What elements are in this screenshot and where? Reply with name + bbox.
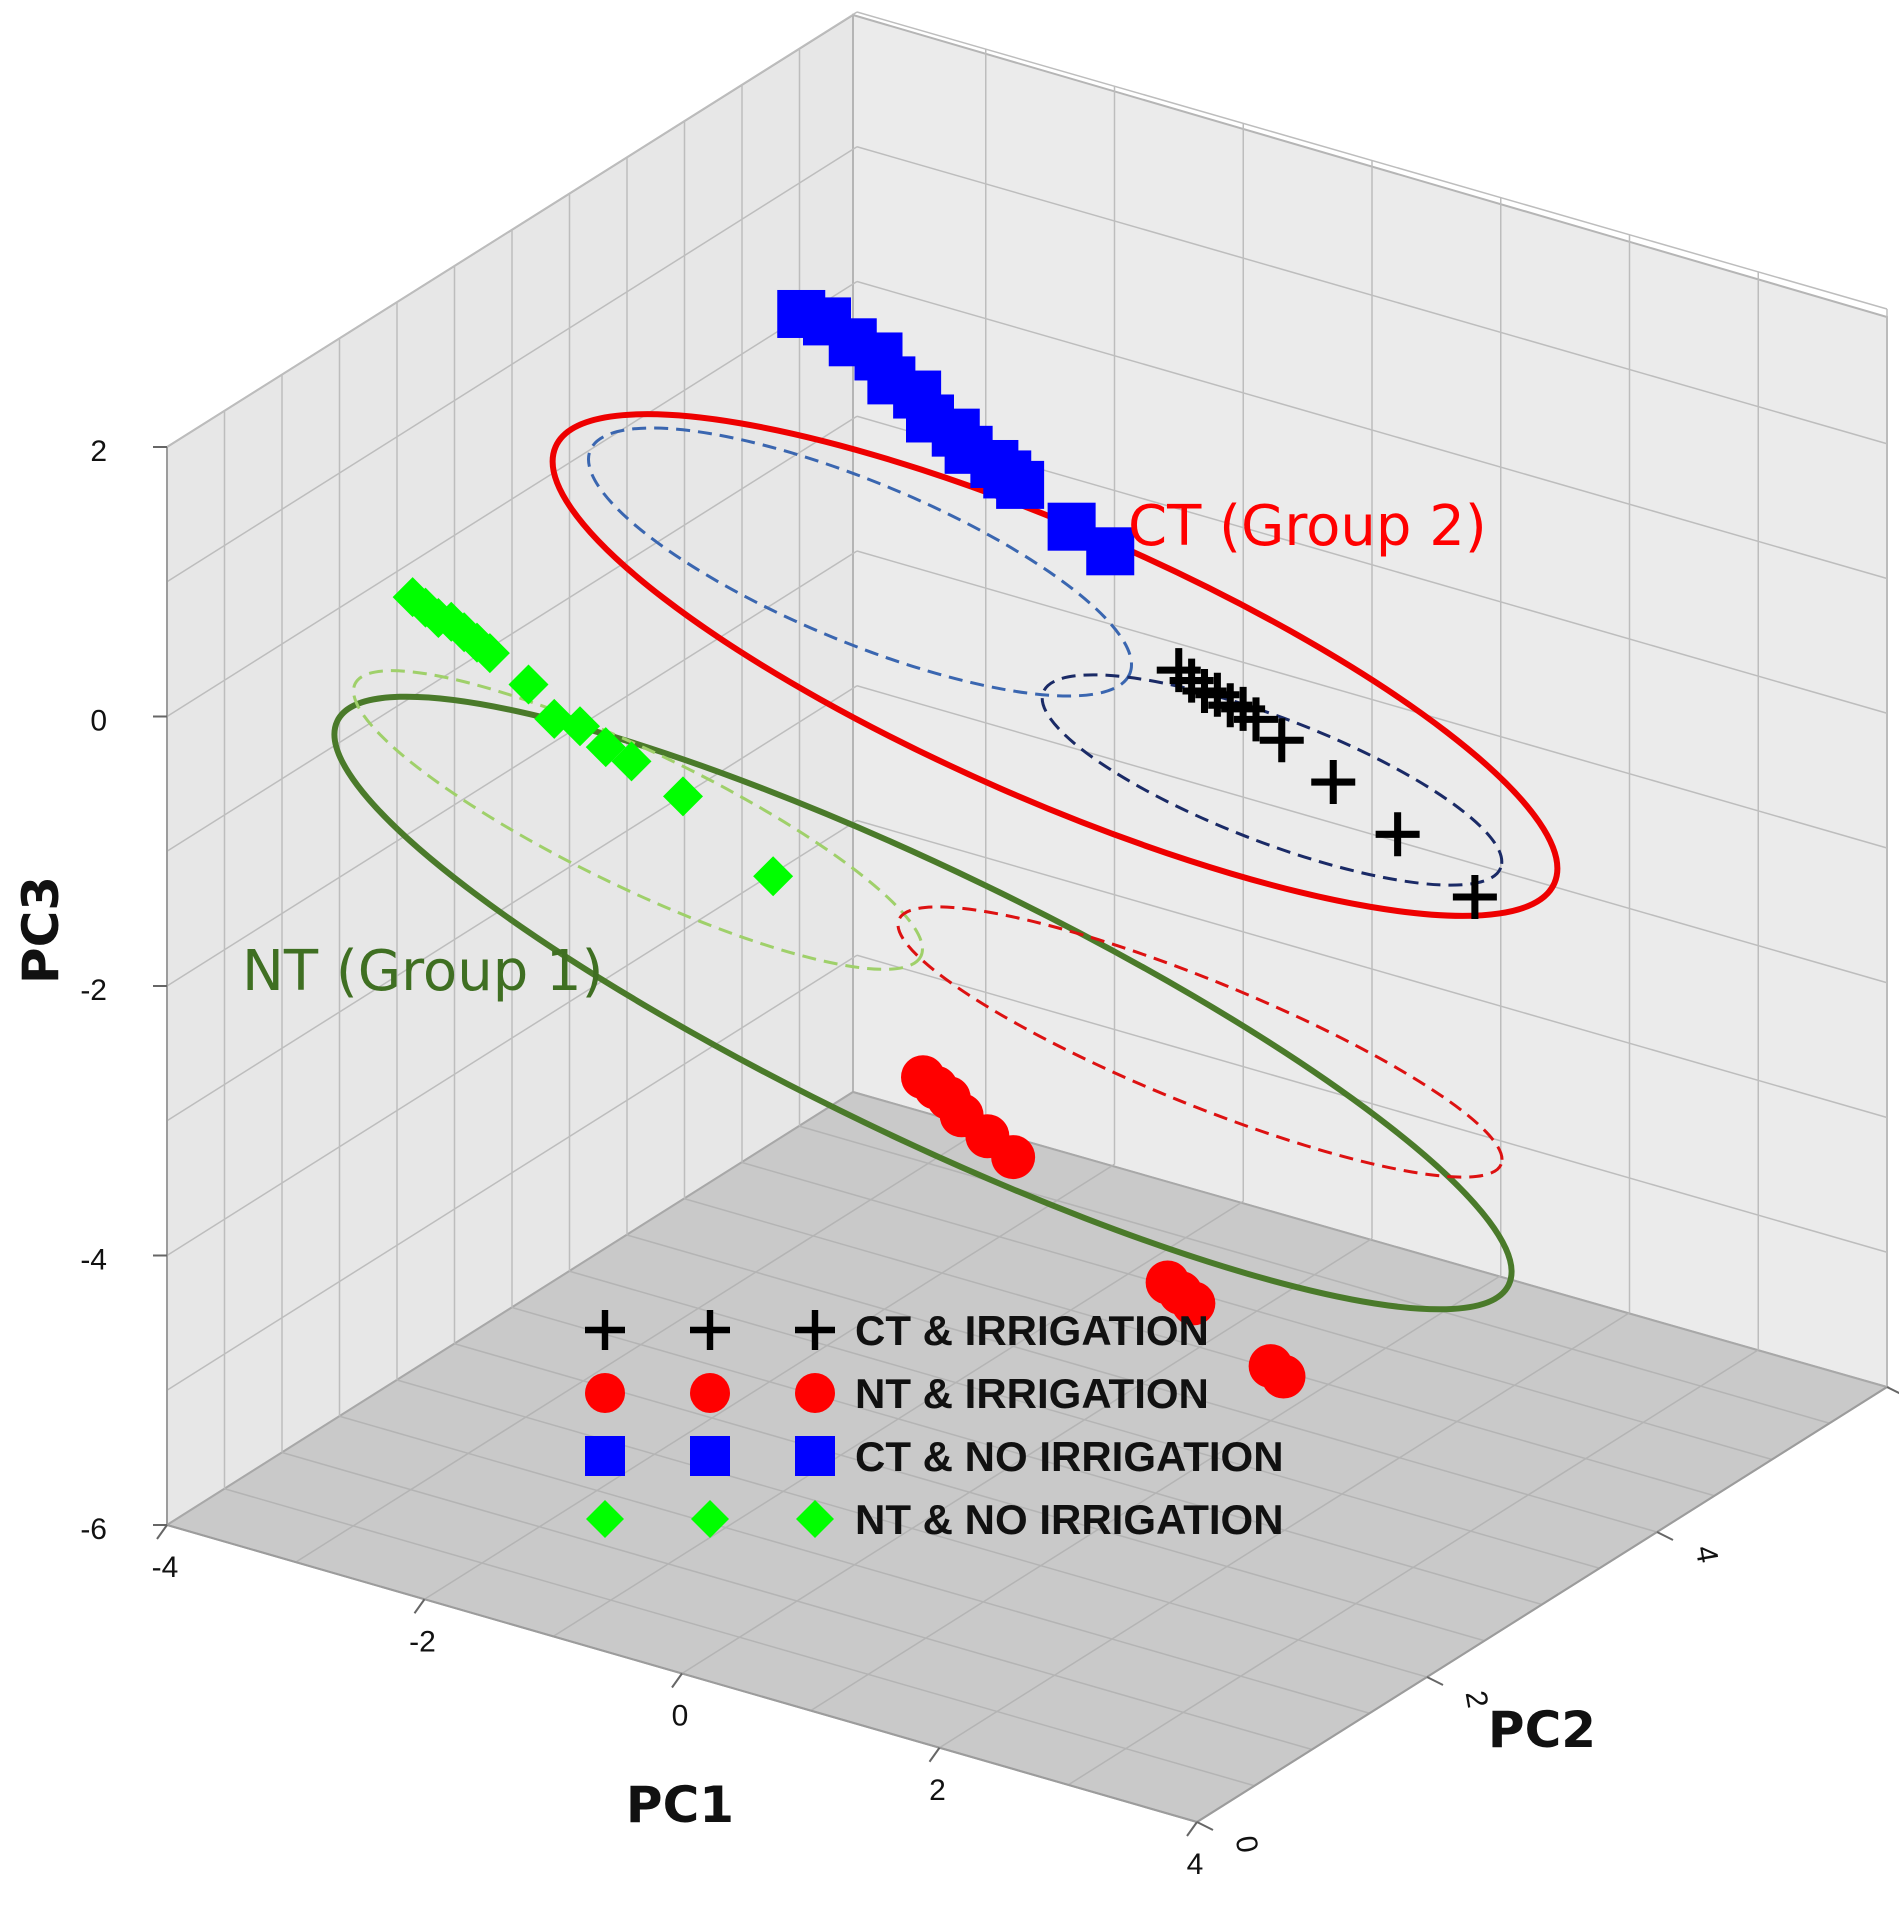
pc1-tick-label: 4: [1187, 1848, 1204, 1881]
legend-marker: [795, 1310, 835, 1350]
data-point: [1156, 648, 1201, 693]
nt-group-ellipse: [331, 693, 1515, 1313]
series-nt-irrigation: [901, 1055, 1306, 1399]
grid-line: [681, 1237, 1373, 1675]
ct-group-label: CT (Group 2): [1128, 494, 1487, 559]
pc1-tick-label: -4: [152, 1551, 179, 1584]
axis-ticks: -6-4-202-4-20240246: [80, 435, 1899, 1881]
data-point: [1182, 669, 1227, 714]
legend-marker: [585, 1373, 625, 1413]
legend-marker: [795, 1373, 835, 1413]
legend-marker: [691, 1500, 729, 1538]
ct-no-irrigation-ellipse: [586, 426, 1134, 698]
data-point: [1259, 718, 1304, 763]
data-point: [1375, 812, 1420, 857]
pc1-tick-mark: [671, 1672, 683, 1689]
data-point: [560, 706, 600, 747]
grid-line: [810, 1274, 1502, 1712]
data-point: [1221, 686, 1266, 731]
pc3-tick-label: 0: [90, 705, 107, 738]
pc1-tick-label: 0: [672, 1700, 689, 1733]
pc2-tick-mark: [1196, 1821, 1214, 1831]
data-point: [1171, 1281, 1216, 1326]
pc1-tick-label: -2: [409, 1625, 436, 1658]
legend: CT & IRRIGATION NT & IRRIGATION CT & NO …: [585, 1307, 1284, 1543]
pc1-tick-mark: [413, 1598, 426, 1614]
legend-label-nt-no-irrigation: NT & NO IRRIGATION: [855, 1496, 1284, 1543]
data-points: [392, 289, 1497, 1399]
data-point: [508, 664, 549, 705]
pc3-tick-label: 2: [90, 435, 107, 468]
data-point: [611, 741, 652, 782]
legend-label-ct-irrigation: CT & IRRIGATION: [855, 1307, 1209, 1354]
pc3-axis-label: PC3: [12, 876, 70, 984]
data-point: [996, 460, 1045, 509]
legend-marker: [690, 1310, 730, 1350]
data-point: [1234, 697, 1278, 742]
ct-irrigation-ellipse: [1040, 673, 1504, 887]
grid-lines: [166, 11, 1888, 1823]
nt-no-irrigation-ellipse: [352, 669, 924, 971]
data-point: [753, 856, 794, 897]
legend-marker: [690, 1373, 730, 1413]
pc1-tick-label: 2: [929, 1774, 946, 1807]
pc2-tick-mark: [1426, 1676, 1444, 1686]
pc3-tick-label: -2: [80, 974, 107, 1007]
grid-line: [1067, 1349, 1759, 1786]
legend-label-nt-irrigation: NT & IRRIGATION: [855, 1370, 1209, 1417]
grid-line: [552, 1200, 1244, 1638]
legend-marker: [585, 1436, 625, 1476]
data-point: [1261, 1354, 1306, 1399]
pc2-tick-label: 4: [1689, 1543, 1724, 1565]
legend-marker: [690, 1436, 730, 1476]
series-ct-no-irrigation: [777, 289, 1135, 576]
pc2-tick-mark: [1886, 1386, 1899, 1395]
legend-label-ct-no-irrigation: CT & NO IRRIGATION: [855, 1433, 1284, 1480]
pc1-axis-label: PC1: [626, 1776, 734, 1834]
data-point: [991, 1135, 1036, 1180]
data-point: [1208, 683, 1253, 728]
pc3-tick-label: -4: [80, 1244, 107, 1277]
pc2-tick-mark: [1656, 1531, 1674, 1541]
pc2-tick-label: 0: [1229, 1833, 1264, 1855]
nt-group-label: NT (Group 1): [242, 939, 604, 1004]
data-point: [469, 633, 510, 674]
pc1-tick-mark: [156, 1524, 168, 1540]
data-point: [1195, 672, 1240, 717]
grid-line: [295, 1126, 987, 1563]
data-point: [663, 776, 703, 817]
grid-line: [424, 1163, 1115, 1600]
legend-marker: [795, 1436, 835, 1476]
data-point: [1452, 875, 1497, 919]
pc2-tick-label: 2: [1459, 1688, 1494, 1710]
grid-line: [939, 1312, 1630, 1749]
legend-marker: [586, 1500, 624, 1538]
pc1-tick-mark: [928, 1747, 941, 1763]
series-nt-no-irrigation: [392, 577, 794, 897]
pc1-tick-mark: [1186, 1821, 1198, 1837]
data-point: [1086, 527, 1135, 576]
plot-box: [164, 11, 1890, 1824]
pc3-tick-label: -6: [80, 1513, 107, 1546]
legend-marker: [585, 1310, 625, 1350]
data-point: [1311, 760, 1356, 805]
legend-marker: [796, 1500, 834, 1538]
data-point: [1169, 658, 1214, 703]
series-ct-irrigation: [1156, 648, 1497, 919]
pc2-axis-label: PC2: [1488, 1701, 1596, 1759]
